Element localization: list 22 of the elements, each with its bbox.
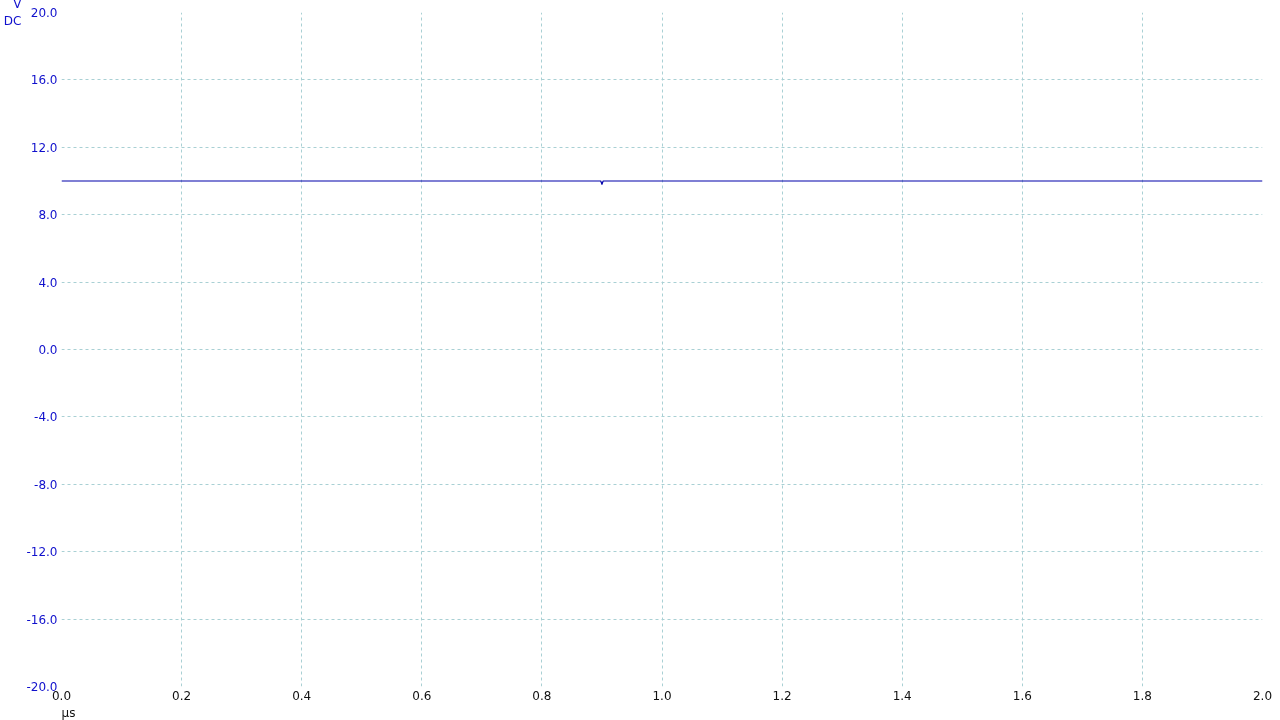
- x-tick-label: 1.8: [1132, 688, 1152, 703]
- y-tick-label: 16.0: [30, 73, 58, 88]
- y-axis-title: V DC: [3, 0, 23, 28]
- y-tick-label: -8.0: [34, 477, 58, 492]
- y-tick-label: 8.0: [38, 208, 58, 223]
- y-tick-label: 12.0: [30, 140, 58, 155]
- x-tick-label: 0.2: [172, 688, 192, 703]
- y-tick-label: -12.0: [26, 545, 58, 560]
- y-tick-label: -16.0: [26, 612, 58, 627]
- x-tick-label: 1.6: [1012, 688, 1032, 703]
- y-tick-label: 0.0: [38, 343, 58, 357]
- x-tick-label: 1.2: [772, 688, 792, 703]
- x-tick-label: 0.4: [292, 688, 312, 703]
- y-tick-label: 20.0: [30, 6, 58, 20]
- x-axis-title: µs: [61, 705, 76, 720]
- x-tick-label: 0.6: [412, 688, 432, 703]
- x-tick-label: 2.0: [1252, 688, 1273, 703]
- x-tick-label: 1.4: [892, 688, 912, 703]
- y-tick-label: -4.0: [34, 410, 58, 425]
- x-tick-label: 1.0: [652, 688, 672, 703]
- x-tick-label: 0.8: [532, 688, 552, 703]
- y-tick-label: 4.0: [38, 275, 58, 290]
